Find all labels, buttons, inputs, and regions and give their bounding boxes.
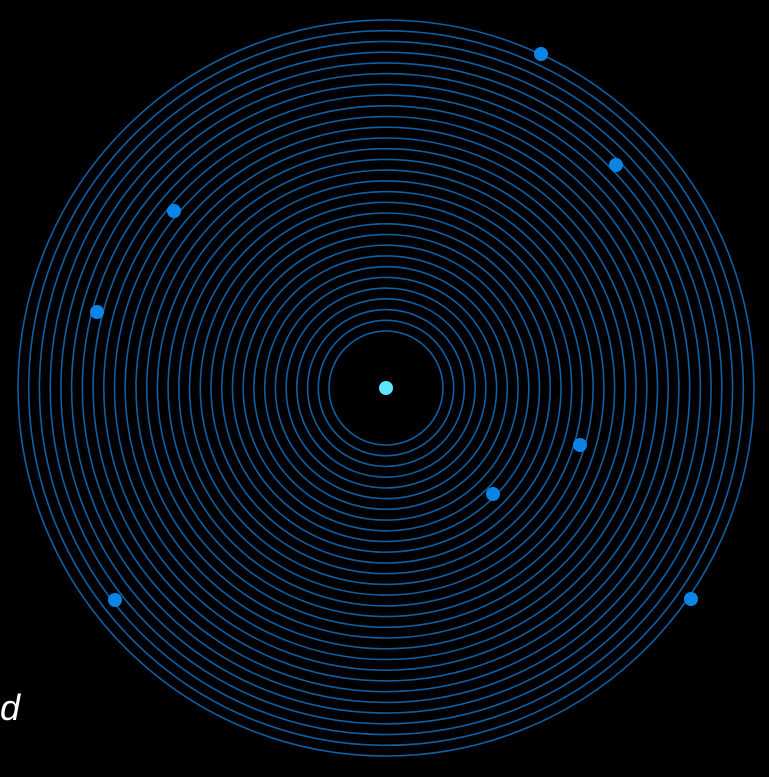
orbit-dot-1 xyxy=(534,47,548,61)
ring xyxy=(167,169,605,607)
ring xyxy=(27,29,745,747)
orbit-dot-3 xyxy=(167,204,181,218)
orbit-dot-8 xyxy=(684,592,698,606)
ring xyxy=(145,147,627,629)
ring xyxy=(156,158,616,618)
ring xyxy=(124,126,648,650)
ring xyxy=(253,255,519,521)
ring xyxy=(49,51,723,725)
rings-group xyxy=(17,19,755,757)
ring xyxy=(285,287,487,489)
ring xyxy=(242,244,530,532)
edge-text: d xyxy=(0,687,21,728)
ring xyxy=(38,40,734,736)
ring xyxy=(17,19,755,757)
ring xyxy=(102,104,670,672)
ring xyxy=(295,297,476,478)
ring xyxy=(263,265,509,511)
ring xyxy=(317,319,455,457)
orbit-dot-5 xyxy=(573,438,587,452)
ring xyxy=(306,308,466,468)
ring xyxy=(274,276,498,500)
orbit-dot-6 xyxy=(486,487,500,501)
ring xyxy=(60,62,712,714)
ring xyxy=(231,233,541,543)
ring xyxy=(178,180,594,596)
ring xyxy=(188,190,584,586)
ring xyxy=(113,115,659,661)
orbit-dot-2 xyxy=(609,158,623,172)
ring xyxy=(221,223,551,553)
orbit-dot-4 xyxy=(90,305,104,319)
ring xyxy=(81,83,691,693)
center-dot xyxy=(379,381,393,395)
ring xyxy=(92,94,680,682)
ring xyxy=(210,212,562,564)
ring xyxy=(70,72,702,704)
orbit-dot-7 xyxy=(108,593,122,607)
ring xyxy=(135,137,637,639)
dots-group xyxy=(90,47,698,607)
ring xyxy=(199,201,573,575)
ring xyxy=(328,330,444,446)
